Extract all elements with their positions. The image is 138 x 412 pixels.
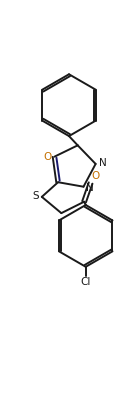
Text: N: N xyxy=(86,183,94,192)
Text: O: O xyxy=(91,171,100,180)
Text: S: S xyxy=(33,191,39,201)
Text: N: N xyxy=(99,158,106,168)
Text: O: O xyxy=(43,152,52,162)
Text: Cl: Cl xyxy=(81,277,91,287)
